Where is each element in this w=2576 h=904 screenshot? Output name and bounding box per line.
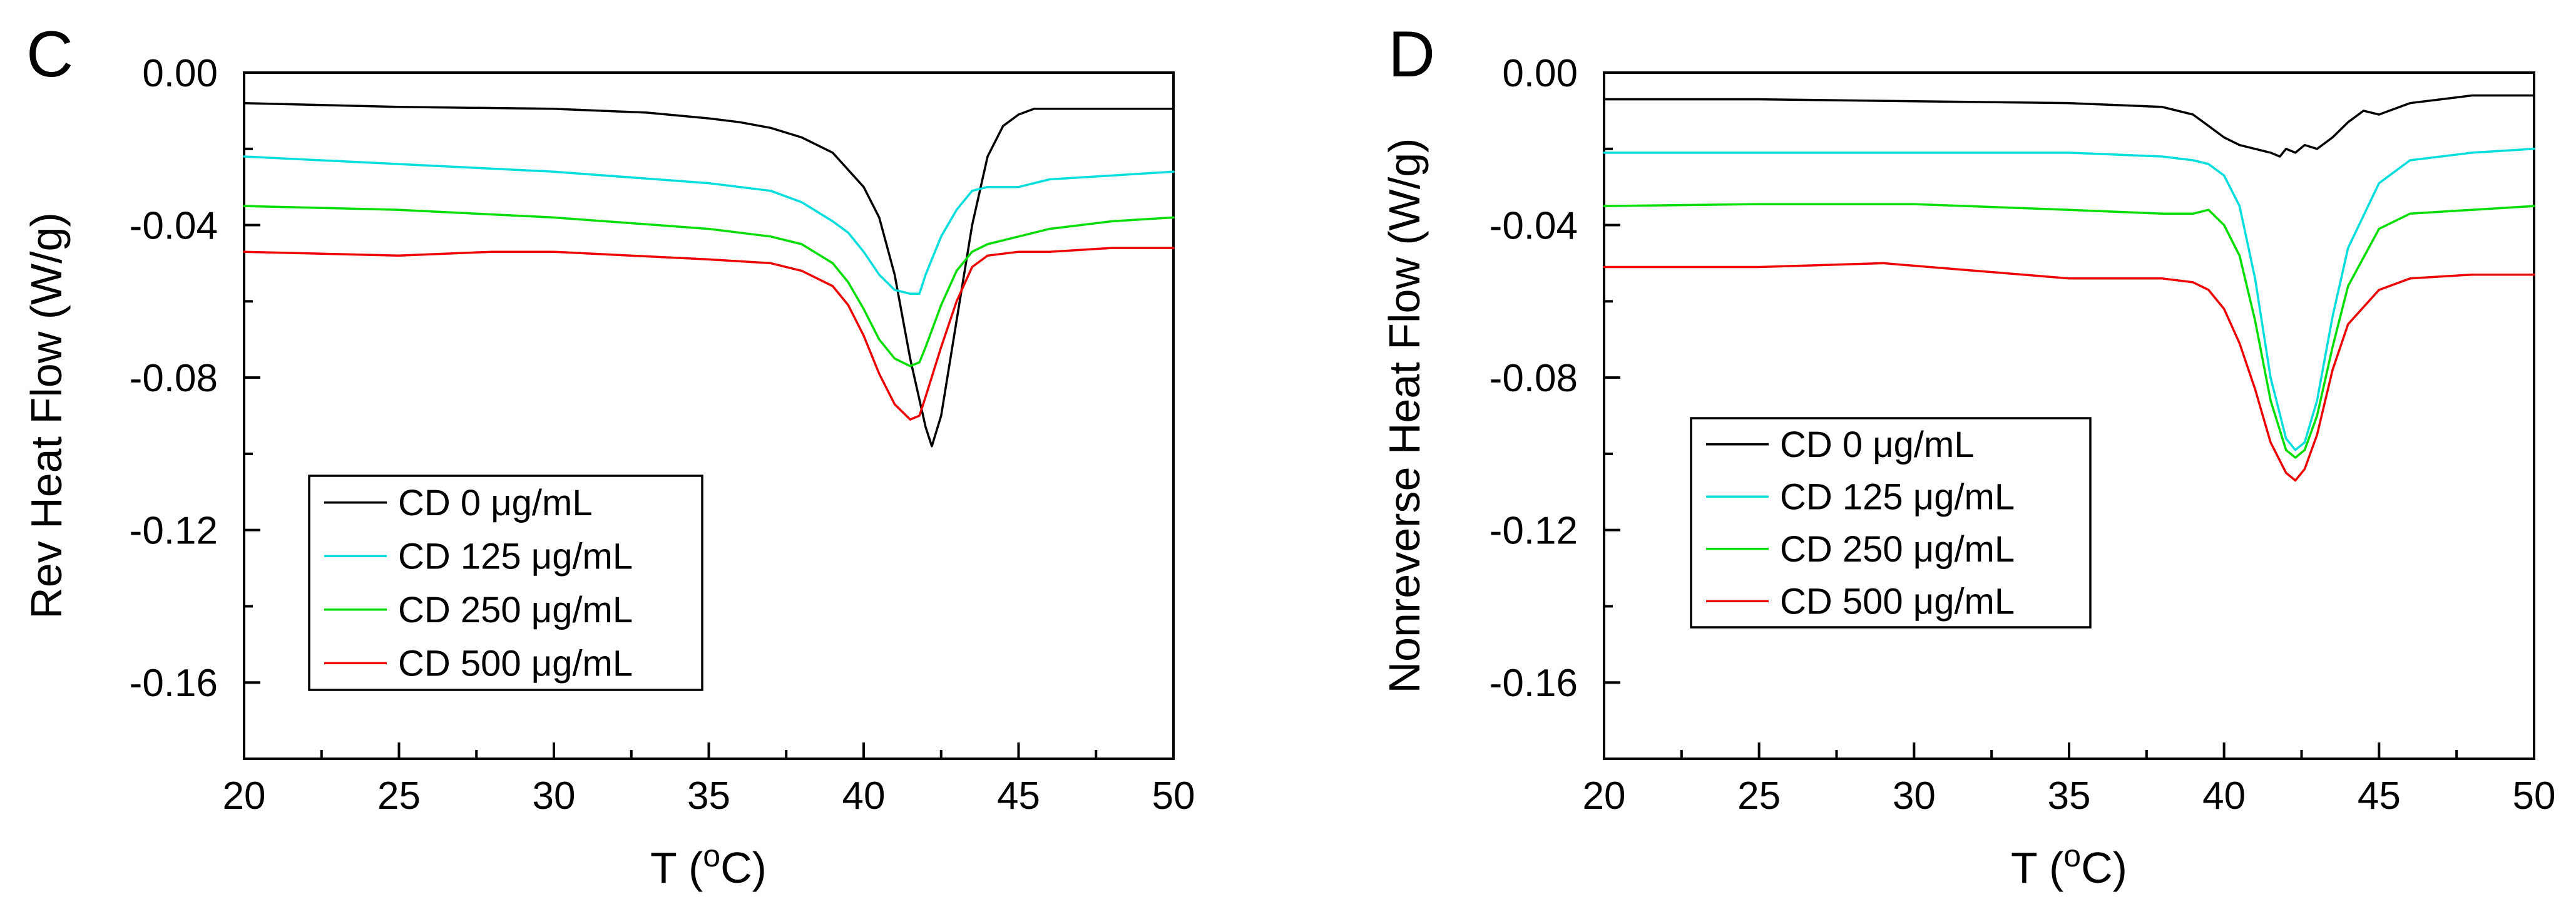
x-tick-label: 35 [2048, 774, 2091, 818]
plot-frame [1603, 71, 2535, 760]
series-layer [1603, 94, 2535, 482]
x-tick-label: 30 [533, 774, 576, 818]
x-tick-label: 25 [1737, 774, 1781, 818]
series-line-2 [1603, 203, 2535, 459]
legend-label: CD 500 μg/mL [398, 643, 633, 684]
y-tick-label: -0.08 [1490, 357, 1578, 400]
series-line-0 [1603, 94, 2535, 158]
x-tick-label: 40 [2202, 774, 2246, 818]
x-tick-label: 45 [2358, 774, 2401, 818]
chart-panel-c: C 20 25 30 35 40 45 50 0.00 -0.04 -0.08 -0.12 -0.16… [22, 18, 1195, 892]
y-axis-title: Nonreverse Heat Flow (W/g) [1380, 138, 1429, 694]
legend-label: CD 500 μg/mL [1780, 581, 2015, 622]
y-tick-label: 0.00 [142, 52, 218, 95]
series-line-3 [1603, 262, 2535, 482]
x-axis-title: T (oC) [2011, 838, 2127, 892]
legend-label: CD 125 μg/mL [398, 536, 633, 577]
series-line-1 [243, 155, 1175, 295]
legend-label: CD 250 μg/mL [398, 590, 633, 630]
legend-label: CD 250 μg/mL [1780, 529, 2015, 570]
x-tick-label: 20 [1583, 774, 1626, 818]
series-line-0 [243, 101, 1175, 448]
x-tick-label: 50 [1152, 774, 1195, 818]
legend-label: CD 0 μg/mL [398, 483, 593, 523]
x-tick-label: 25 [377, 774, 421, 818]
y-tick-label: -0.04 [1490, 205, 1578, 248]
series-layer [243, 101, 1175, 448]
y-tick-label: -0.08 [130, 357, 218, 400]
legend-label: CD 0 μg/mL [1780, 424, 1975, 465]
y-tick-label: 0.00 [1502, 52, 1578, 95]
x-tick-label: 50 [2513, 774, 2556, 818]
y-tick-label: -0.16 [130, 662, 218, 705]
panel-label: D [1388, 18, 1435, 91]
x-tick-label: 40 [842, 774, 886, 818]
legend-box [1690, 417, 2092, 629]
chart-panel-d: D 20 25 30 35 40 45 50 0.00 -0.04 -0.08 -0.12 -0.16… [1380, 18, 2555, 892]
x-axis-title: T (oC) [650, 838, 767, 892]
axis-ticks: 20 25 30 35 40 45 50 0.00 -0.04 -0.08 -0.12 -0.16 [1490, 52, 2556, 818]
legend: CD 0 μg/mL CD 125 μg/mL CD 250 μg/mL CD 500… [308, 475, 703, 691]
legend: CD 0 μg/mL CD 125 μg/mL CD 250 μg/mL CD 500… [1690, 417, 2092, 629]
legend-label: CD 125 μg/mL [1780, 476, 2015, 517]
y-axis-title: Rev Heat Flow (W/g) [22, 212, 71, 619]
series-line-1 [1603, 148, 2535, 451]
y-tick-label: -0.04 [130, 205, 218, 248]
series-line-2 [243, 205, 1175, 367]
axis-ticks: 20 25 30 35 40 45 50 0.00 -0.04 -0.08 -0.12 -0.16 [130, 52, 1195, 818]
x-tick-label: 20 [223, 774, 266, 818]
panel-label: C [26, 18, 73, 91]
x-tick-label: 30 [1893, 774, 1936, 818]
x-tick-label: 45 [997, 774, 1040, 818]
y-tick-label: -0.12 [130, 510, 218, 553]
y-tick-label: -0.12 [1490, 510, 1578, 553]
y-tick-label: -0.16 [1490, 662, 1578, 705]
legend-box [308, 475, 703, 691]
x-tick-label: 35 [687, 774, 730, 818]
series-line-3 [243, 247, 1175, 421]
